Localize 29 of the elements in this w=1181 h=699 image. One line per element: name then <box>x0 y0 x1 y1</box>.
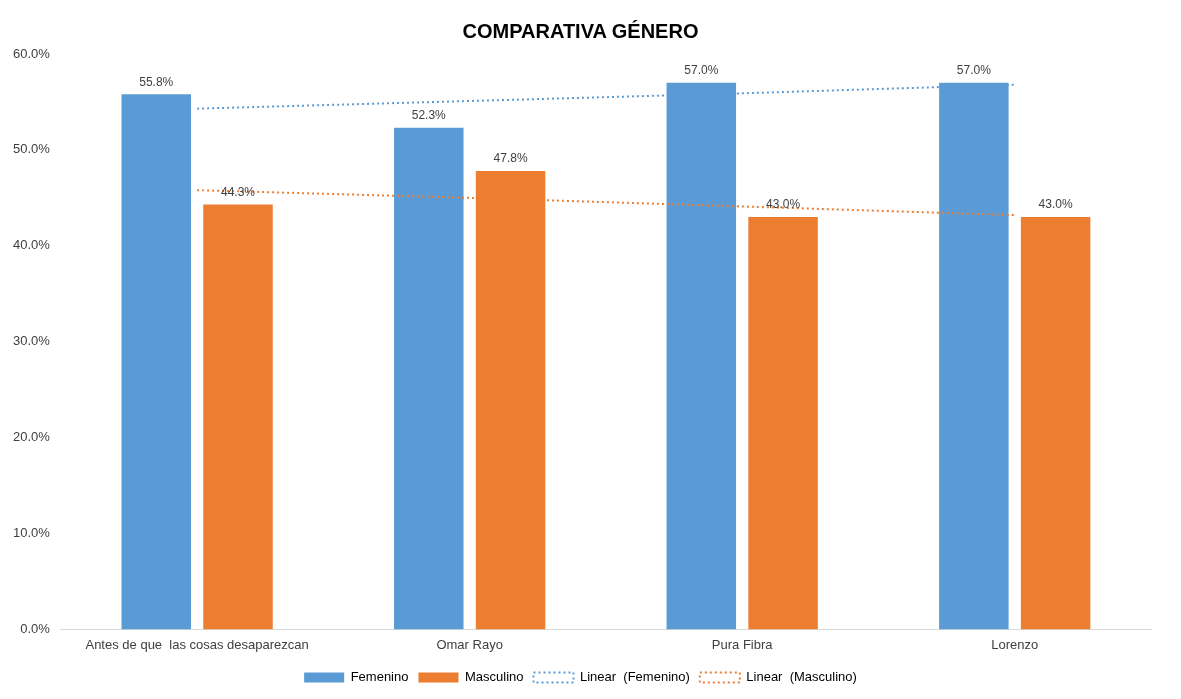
x-tick-label: Antes de que las cosas desaparezcan <box>85 636 309 652</box>
legend-label: Femenino <box>350 669 409 685</box>
y-tick-label: 20.0% <box>12 429 51 445</box>
data-label: 57.0% <box>956 63 992 78</box>
data-label: 43.0% <box>766 197 801 212</box>
data-label: 47.8% <box>493 151 528 166</box>
y-tick-label: 40.0% <box>12 237 51 253</box>
legend-label: Masculino <box>464 669 524 685</box>
data-label: 57.0% <box>684 63 719 78</box>
bar <box>203 204 273 630</box>
y-tick-label: 60.0% <box>12 45 51 61</box>
y-tick-label: 0.0% <box>20 620 51 636</box>
legend-label: Linear (Femenino) <box>579 669 690 685</box>
y-tick-label: 10.0% <box>12 525 51 541</box>
bar <box>121 94 191 630</box>
data-label: 43.0% <box>1038 197 1073 212</box>
y-tick-label: 50.0% <box>12 141 51 157</box>
x-tick-label: Pura Fibra <box>711 636 774 652</box>
legend-label: Linear (Masculino) <box>746 669 857 685</box>
data-label: 44.3% <box>220 184 256 199</box>
bar <box>1020 217 1091 630</box>
data-label: 52.3% <box>411 108 447 123</box>
x-tick-label: Lorenzo <box>991 636 1039 652</box>
y-tick-label: 30.0% <box>12 333 51 349</box>
x-tick-label: Omar Rayo <box>436 636 503 652</box>
data-label: 55.8% <box>139 74 174 89</box>
chart-title: COMPARATIVA GÉNERO <box>462 19 699 42</box>
bar <box>748 217 818 630</box>
bar <box>394 127 464 630</box>
